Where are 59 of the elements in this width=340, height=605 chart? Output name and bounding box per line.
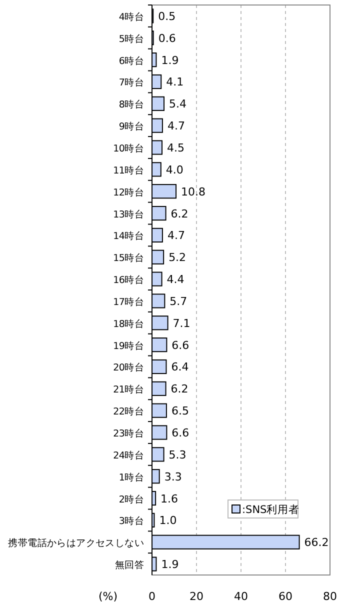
y-tick-label: 7時台 [118, 76, 144, 89]
data-label: 4.4 [166, 273, 184, 286]
y-tick-label: 携帯電話からはアクセスしない [8, 537, 144, 550]
data-label: 1.9 [161, 558, 179, 572]
y-tick-label: 19時台 [113, 340, 144, 352]
y-tick-label: 18時台 [113, 318, 144, 330]
data-label: 0.6 [158, 32, 176, 45]
y-tick-label: 3時台 [118, 515, 144, 528]
x-tick-label: 60 [278, 590, 292, 603]
y-tick-label: 21時台 [113, 384, 144, 396]
data-label: 6.6 [172, 338, 190, 352]
data-label: 5.3 [168, 448, 186, 462]
y-tick-label: 13時台 [113, 208, 144, 220]
y-tick-label: 無回答 [114, 559, 144, 572]
y-tick-label: 20時台 [113, 362, 144, 374]
data-label: 10.8 [181, 185, 206, 198]
y-tick-label: 1時台 [118, 471, 144, 484]
x-tick-label: 0 [148, 590, 156, 603]
data-label: 4.1 [166, 76, 184, 89]
y-tick-label: 14時台 [113, 230, 144, 242]
y-tick-label: 5時台 [118, 32, 144, 45]
y-tick-label: 15時台 [113, 252, 144, 264]
y-tick-label: 11時台 [113, 164, 144, 176]
data-label: 66.2 [304, 536, 329, 550]
data-label: 6.2 [170, 382, 188, 396]
x-tick-label: 80 [323, 590, 337, 603]
y-tick-label: 24時台 [113, 449, 144, 462]
y-tick-label: 6時台 [118, 54, 144, 67]
y-tick-label: 17時台 [113, 296, 144, 308]
y-tick-label: 16時台 [113, 274, 144, 286]
y-tick-label: 23時台 [113, 428, 144, 440]
data-label: 1.6 [160, 492, 178, 506]
data-label: 1.0 [159, 514, 177, 528]
data-label: 4.7 [167, 120, 185, 133]
y-tick-label: 12時台 [113, 186, 144, 198]
data-label: 6.2 [170, 207, 188, 220]
x-axis-title: (%) [98, 590, 118, 603]
data-label: 5.2 [168, 251, 186, 264]
data-label: 4.5 [167, 142, 185, 154]
data-label: 6.4 [171, 360, 189, 374]
y-tick-label: 22時台 [113, 406, 144, 418]
data-label: 1.9 [161, 54, 179, 67]
y-tick-label: 8時台 [118, 98, 144, 111]
data-label: 5.7 [170, 294, 188, 308]
data-label: 4.7 [167, 229, 185, 242]
x-tick-label: 40 [234, 590, 248, 603]
data-label: 6.5 [171, 404, 189, 418]
x-tick-label: 20 [190, 590, 204, 603]
data-label: 6.6 [172, 426, 190, 440]
data-label: 7.1 [172, 316, 190, 330]
data-label: 4.0 [166, 163, 184, 176]
y-tick-label: 4時台 [118, 10, 144, 23]
y-tick-label: 10時台 [113, 142, 144, 154]
data-label: 0.5 [158, 10, 176, 23]
data-label: 3.3 [164, 470, 182, 484]
y-tick-label: 2時台 [118, 493, 144, 506]
data-label: 5.4 [169, 98, 187, 111]
y-tick-label: 9時台 [118, 120, 144, 133]
legend-label: :SNS利用者 [242, 503, 300, 516]
